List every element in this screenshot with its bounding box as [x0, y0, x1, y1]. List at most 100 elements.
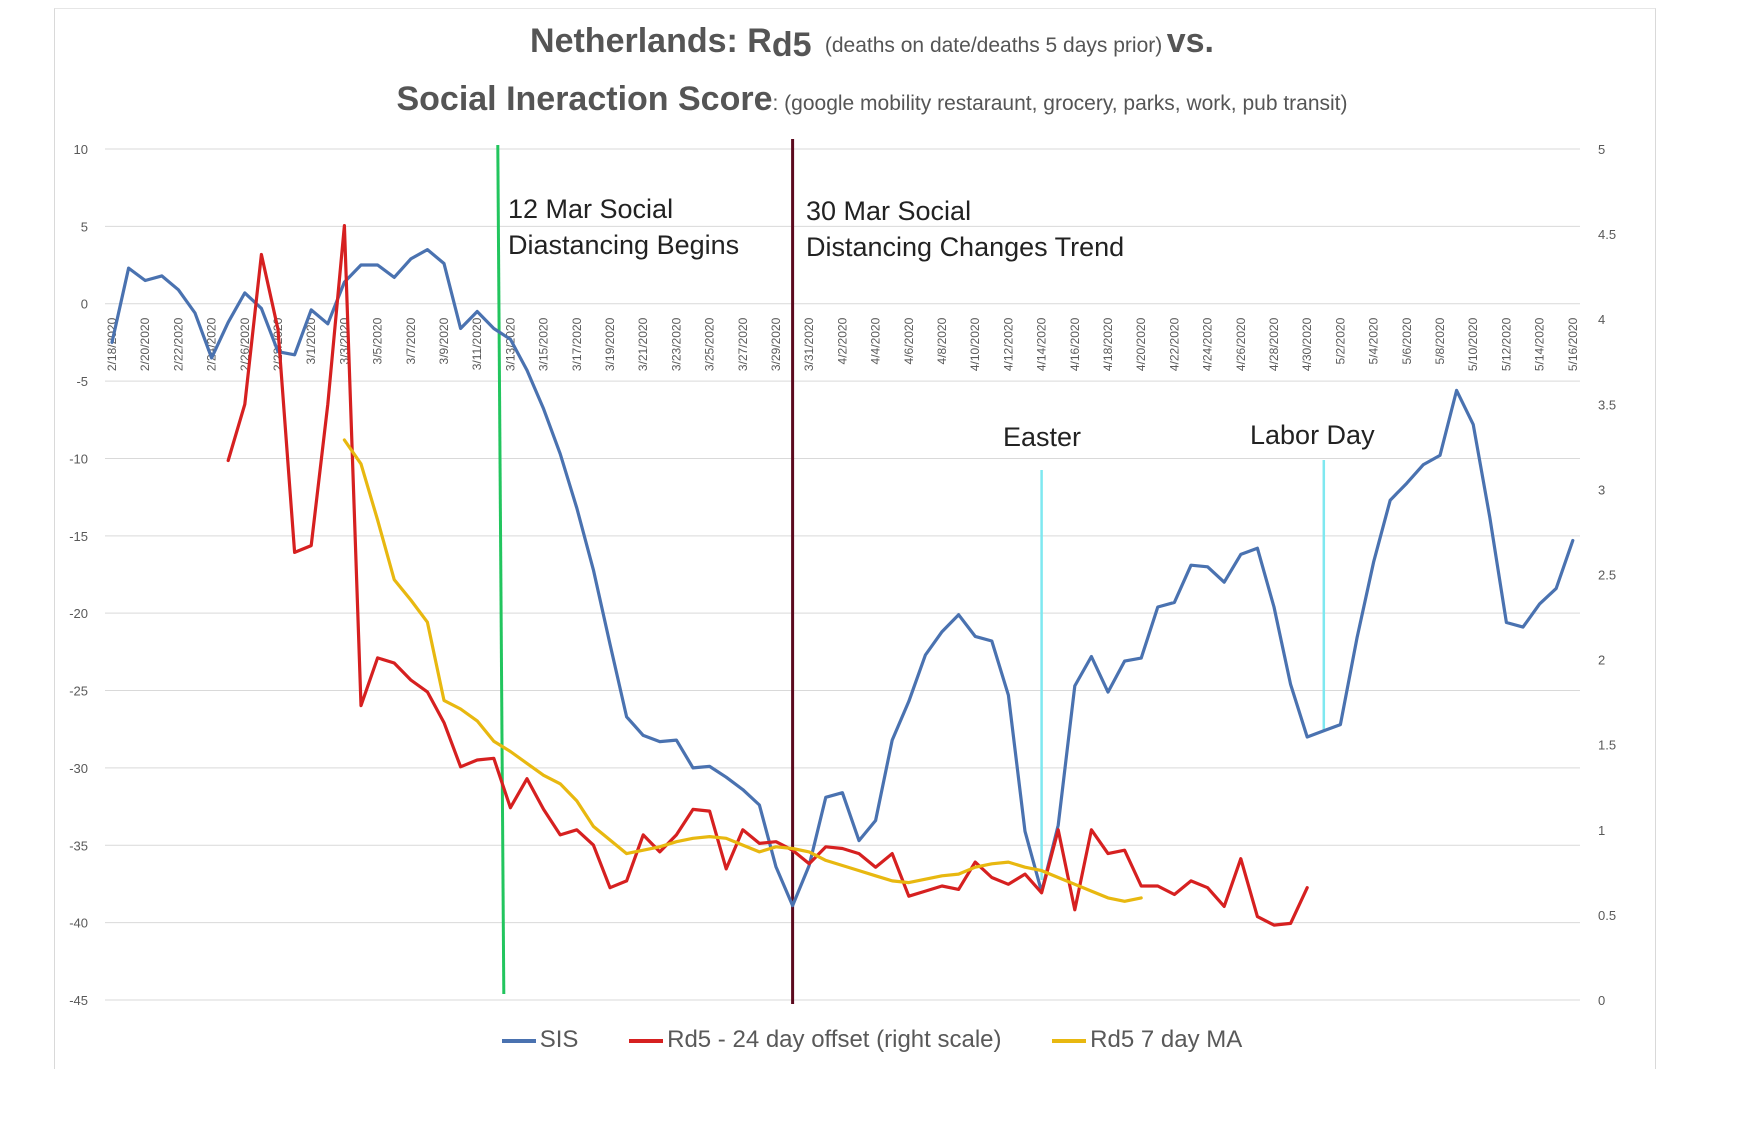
chart-frame: [54, 8, 1656, 1069]
x-tick-label: 4/2/2020: [835, 317, 849, 364]
x-tick-label: 3/23/2020: [669, 317, 683, 371]
y-right-tick-label: 0.5: [1598, 908, 1616, 923]
x-tick-label: 4/6/2020: [902, 317, 916, 364]
x-tick-label: 4/4/2020: [869, 317, 883, 364]
x-tick-label: 3/31/2020: [802, 317, 816, 371]
x-tick-label: 5/16/2020: [1566, 317, 1580, 371]
title-line2-main: Social Ineraction Score: [396, 80, 773, 118]
series-lines: [110, 224, 1575, 927]
legend-label-ma: Rd5 7 day MA: [1090, 1026, 1243, 1053]
x-tick-label: 3/1/2020: [304, 317, 318, 364]
y-left-tick-label: -15: [69, 529, 88, 544]
x-tick-label: 2/20/2020: [138, 317, 152, 371]
y-left-tick-label: -30: [69, 761, 88, 776]
x-tick-label: 5/10/2020: [1466, 317, 1480, 371]
title-main: Netherlands: R: [530, 22, 772, 60]
x-tick-label: 5/4/2020: [1367, 317, 1381, 364]
x-tick-label: 3/19/2020: [603, 317, 617, 371]
series-line-0: [110, 248, 1575, 908]
title-paren: (deaths on date/deaths 5 days prior): [824, 34, 1163, 57]
y-left-tick-label: -25: [69, 684, 88, 699]
annotation-12mar-line2: Diastancing Begins: [508, 230, 739, 260]
y-axis-left: 10 5 0 -5 -10 -15 -20 -25 -30 -35 -40 -45: [69, 142, 88, 1008]
x-tick-label: 5/8/2020: [1433, 317, 1447, 364]
y-right-tick-label: 5: [1598, 142, 1605, 157]
x-tick-label: 4/28/2020: [1267, 317, 1281, 371]
legend: SIS Rd5 - 24 day offset (right scale) Rd…: [0, 1026, 1744, 1054]
legend-swatch-ma: [1052, 1038, 1087, 1043]
legend-item-ma: Rd5 7 day MA: [1052, 1026, 1242, 1054]
title-vs: vs.: [1166, 22, 1214, 60]
x-axis-ticks: 2/18/2020 2/20/2020 2/22/2020 2/24/2020 2/26…: [105, 317, 1580, 371]
x-tick-label: 4/26/2020: [1234, 317, 1248, 371]
y-left-tick-label: -10: [69, 451, 88, 466]
x-tick-label: 3/9/2020: [437, 317, 451, 364]
title-line2-paren: : (google mobility restaraunt, grocery, …: [772, 92, 1348, 115]
x-tick-label: 3/11/2020: [470, 317, 484, 370]
x-tick-label: 4/22/2020: [1167, 317, 1181, 371]
x-tick-label: 4/10/2020: [968, 317, 982, 371]
x-tick-label: 3/15/2020: [537, 317, 551, 371]
y-right-tick-label: 3.5: [1598, 397, 1616, 412]
y-right-tick-label: 4.5: [1598, 227, 1616, 242]
y-right-tick-label: 3: [1598, 482, 1605, 497]
annotation-30mar-line2: Distancing Changes Trend: [806, 232, 1124, 262]
y-right-tick-label: 2: [1598, 653, 1605, 668]
x-tick-label: 3/7/2020: [404, 317, 418, 364]
x-tick-label: 4/30/2020: [1300, 317, 1314, 371]
legend-label-rd5: Rd5 - 24 day offset (right scale): [667, 1026, 1002, 1053]
y-right-tick-label: 1: [1598, 823, 1605, 838]
y-right-tick-label: 1.5: [1598, 738, 1616, 753]
legend-label-sis: SIS: [539, 1026, 579, 1053]
x-tick-label: 4/20/2020: [1134, 317, 1148, 371]
annotation-labor-day: Labor Day: [1250, 420, 1375, 450]
series-line-1: [226, 224, 1309, 927]
y-left-tick-label: -5: [76, 374, 88, 389]
x-tick-label: 5/14/2020: [1533, 317, 1547, 371]
x-tick-label: 4/8/2020: [935, 317, 949, 364]
chart-title-line2: Social Ineraction Score: (google mobilit…: [0, 80, 1744, 119]
x-tick-label: 5/2/2020: [1333, 317, 1347, 364]
x-tick-label: 4/24/2020: [1201, 317, 1215, 371]
annotation-easter: Easter: [1003, 422, 1081, 452]
y-left-tick-label: 10: [74, 142, 88, 157]
y-right-tick-label: 0: [1598, 993, 1605, 1008]
y-left-tick-label: -20: [69, 606, 88, 621]
y-left-tick-label: -35: [69, 838, 88, 853]
annotation-12mar-line1: 12 Mar Social: [508, 194, 673, 224]
annotation-30mar-line1: 30 Mar Social: [806, 196, 971, 226]
gridlines: [105, 148, 1580, 1001]
legend-swatch-rd5: [629, 1038, 664, 1043]
x-tick-label: 3/17/2020: [570, 317, 584, 371]
x-tick-label: 3/5/2020: [371, 317, 385, 364]
x-tick-label: 2/22/2020: [171, 317, 185, 371]
y-left-tick-label: 0: [81, 297, 88, 312]
x-tick-label: 4/18/2020: [1101, 317, 1115, 371]
x-tick-label: 5/6/2020: [1400, 317, 1414, 364]
x-tick-label: 4/16/2020: [1068, 317, 1082, 371]
title-subscript: d5: [771, 26, 812, 65]
y-left-tick-label: -45: [69, 993, 88, 1008]
y-right-tick-label: 4: [1598, 312, 1605, 327]
x-tick-label: 2/24/2020: [205, 317, 219, 371]
series-line-2: [342, 438, 1143, 903]
event-line: [496, 144, 506, 995]
x-tick-label: 3/27/2020: [736, 317, 750, 371]
x-tick-label: 3/21/2020: [636, 317, 650, 371]
y-left-tick-label: 5: [81, 219, 88, 234]
x-tick-label: 4/12/2020: [1001, 317, 1015, 371]
x-tick-label: 3/29/2020: [769, 317, 783, 371]
y-left-tick-label: -40: [69, 916, 88, 931]
legend-item-sis: SIS: [501, 1026, 579, 1054]
x-tick-label: 3/25/2020: [703, 317, 717, 371]
y-right-tick-label: 2.5: [1598, 568, 1616, 583]
annotations: 12 Mar Social Diastancing Begins 30 Mar …: [508, 194, 1375, 452]
x-tick-label: 4/14/2020: [1035, 317, 1049, 371]
x-tick-label: 3/13/2020: [503, 317, 517, 371]
x-tick-label: 2/26/2020: [238, 317, 252, 371]
chart-title-line1: Netherlands: Rd5 (deaths on date/deaths …: [0, 22, 1744, 65]
legend-item-rd5: Rd5 - 24 day offset (right scale): [629, 1026, 1002, 1054]
legend-swatch-sis: [501, 1038, 536, 1043]
y-axis-right: 5 4.5 4 3.5 3 2.5 2 1.5 1 0.5 0: [1598, 142, 1616, 1008]
